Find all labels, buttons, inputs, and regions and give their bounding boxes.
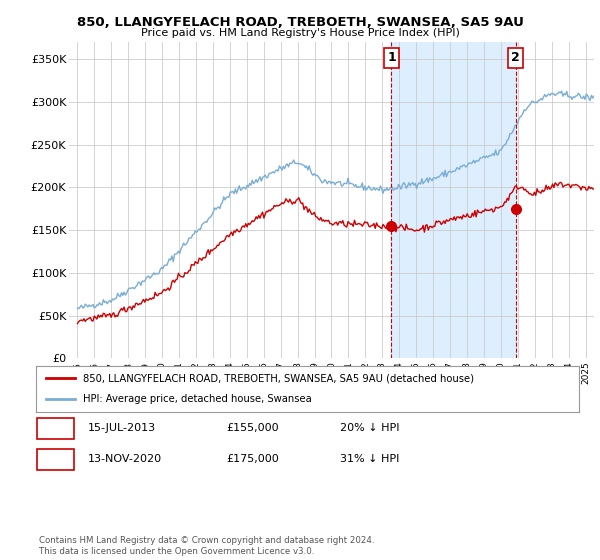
Text: 2: 2: [511, 52, 520, 64]
Text: 15-JUL-2013: 15-JUL-2013: [88, 423, 156, 433]
Text: 20% ↓ HPI: 20% ↓ HPI: [340, 423, 400, 433]
Text: 850, LLANGYFELACH ROAD, TREBOETH, SWANSEA, SA5 9AU (detached house): 850, LLANGYFELACH ROAD, TREBOETH, SWANSE…: [83, 373, 474, 383]
Text: 1: 1: [52, 422, 59, 435]
Text: 1: 1: [387, 52, 396, 64]
Text: Contains HM Land Registry data © Crown copyright and database right 2024.
This d: Contains HM Land Registry data © Crown c…: [39, 536, 374, 556]
Text: 13-NOV-2020: 13-NOV-2020: [88, 454, 162, 464]
FancyBboxPatch shape: [37, 449, 74, 469]
Text: HPI: Average price, detached house, Swansea: HPI: Average price, detached house, Swan…: [83, 394, 312, 404]
Text: £155,000: £155,000: [226, 423, 278, 433]
FancyBboxPatch shape: [37, 418, 74, 439]
Text: Price paid vs. HM Land Registry's House Price Index (HPI): Price paid vs. HM Land Registry's House …: [140, 28, 460, 38]
Text: 31% ↓ HPI: 31% ↓ HPI: [340, 454, 400, 464]
Text: 2: 2: [52, 452, 59, 466]
Text: 850, LLANGYFELACH ROAD, TREBOETH, SWANSEA, SA5 9AU: 850, LLANGYFELACH ROAD, TREBOETH, SWANSE…: [77, 16, 523, 29]
Text: £175,000: £175,000: [226, 454, 279, 464]
Bar: [391, 42, 515, 358]
